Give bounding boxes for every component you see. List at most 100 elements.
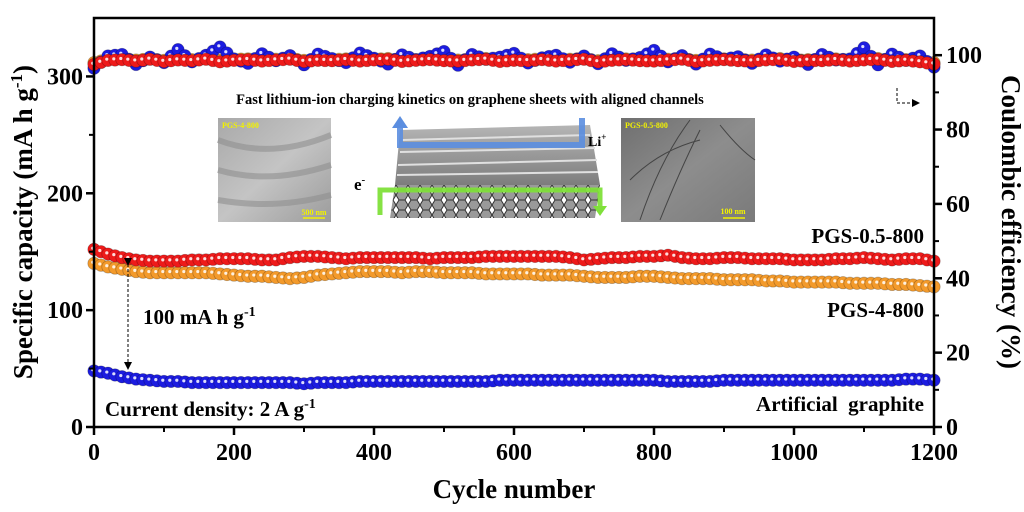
data-point-highlight (217, 44, 221, 48)
data-point-highlight (714, 276, 718, 280)
data-point-highlight (238, 255, 242, 260)
data-point-highlight (546, 272, 550, 276)
data-point-highlight (819, 279, 823, 283)
data-point-highlight (567, 377, 571, 381)
data-point-highlight (280, 379, 284, 383)
data-point-highlight (826, 377, 830, 381)
data-point-highlight (770, 56, 774, 61)
data-point-highlight (329, 254, 333, 258)
data-point-highlight (882, 57, 886, 61)
data-point-highlight (756, 277, 760, 281)
data-point-highlight (924, 283, 928, 287)
data-point-highlight (469, 254, 473, 258)
data-point-highlight (105, 264, 109, 268)
data-point-highlight (546, 253, 550, 257)
data-point-highlight (539, 377, 543, 381)
data-point-highlight (889, 377, 893, 381)
data-point-highlight (875, 377, 879, 381)
data-point-highlight (357, 254, 361, 258)
data-point-highlight (378, 56, 382, 61)
data-point-highlight (889, 58, 893, 62)
data-point-highlight (315, 379, 319, 383)
data-point-highlight (350, 255, 354, 259)
data-point-highlight (539, 253, 543, 257)
data-point-highlight (623, 56, 627, 61)
sem-inset-pgs-4-800: PGS-4-800 500 nm (216, 118, 333, 222)
inset-left-label: PGS-4-800 (222, 121, 259, 130)
data-point-highlight (259, 50, 263, 55)
data-point-highlight (812, 257, 816, 261)
data-point-highlight (686, 57, 690, 61)
data-point-highlight (623, 377, 627, 381)
data-point-highlight (861, 44, 865, 49)
data-point-highlight (868, 280, 872, 284)
data-point-highlight (567, 57, 571, 61)
data-point-highlight (203, 269, 207, 274)
data-point-highlight (154, 269, 158, 274)
data-point-highlight (672, 56, 676, 61)
data-point-highlight (798, 58, 802, 62)
data-point-highlight (504, 377, 508, 381)
data-point-highlight (168, 378, 172, 382)
data-point-highlight (364, 268, 368, 272)
data-point-highlight (189, 57, 193, 62)
data-point-highlight (315, 253, 319, 257)
data-point-highlight (371, 57, 375, 61)
data-point-highlight (693, 378, 697, 382)
data-point-highlight (525, 253, 529, 257)
data-point-highlight (259, 58, 263, 62)
series-capacity-artificial-graphite (87, 364, 941, 391)
data-point-highlight (532, 57, 536, 61)
data-point-highlight (707, 57, 711, 61)
data-point-highlight (700, 255, 704, 260)
data-point-highlight (322, 379, 326, 383)
data-point-highlight (588, 256, 592, 260)
data-point-highlight (511, 377, 515, 381)
data-point-highlight (777, 278, 781, 282)
data-point-highlight (917, 376, 921, 380)
data-point-highlight (602, 377, 606, 381)
data-point-highlight (700, 275, 704, 279)
data-point-highlight (588, 377, 592, 381)
data-point-highlight (406, 254, 410, 258)
data-point-highlight (455, 58, 459, 62)
data-point-highlight (126, 255, 130, 260)
data-point-highlight (742, 377, 746, 381)
data-point-highlight (553, 272, 557, 276)
data-point-highlight (196, 257, 200, 261)
data-point-highlight (553, 377, 557, 381)
data-point-highlight (763, 377, 767, 381)
data-point-highlight (665, 57, 669, 61)
data-point-highlight (644, 253, 648, 257)
data-point-highlight (798, 377, 802, 381)
data-point-highlight (322, 57, 326, 61)
data-point-highlight (378, 378, 382, 382)
data-point-highlight (497, 377, 501, 381)
data-point-highlight (427, 255, 431, 260)
data-point-highlight (833, 56, 837, 61)
data-point-highlight (896, 376, 900, 381)
data-point-highlight (406, 269, 410, 273)
data-point-highlight (112, 265, 116, 269)
data-point-highlight (504, 271, 508, 275)
data-point-highlight (861, 377, 865, 381)
data-point-highlight (679, 56, 683, 60)
data-point-highlight (518, 271, 522, 275)
data-point-highlight (203, 56, 207, 60)
data-point-highlight (581, 257, 585, 261)
data-point-highlight (112, 372, 116, 376)
data-point-highlight (322, 271, 326, 275)
data-point-highlight (224, 255, 228, 260)
data-point-highlight (266, 57, 270, 61)
data-point-highlight (231, 379, 235, 383)
data-point-highlight (826, 57, 830, 61)
data-point-highlight (630, 57, 634, 61)
data-point-highlight (910, 376, 914, 380)
data-point-highlight (532, 377, 536, 381)
data-point-highlight (693, 255, 697, 260)
data-point-highlight (868, 56, 872, 61)
data-point-highlight (616, 254, 620, 258)
data-point-highlight (791, 279, 795, 283)
data-point-highlight (826, 256, 830, 260)
